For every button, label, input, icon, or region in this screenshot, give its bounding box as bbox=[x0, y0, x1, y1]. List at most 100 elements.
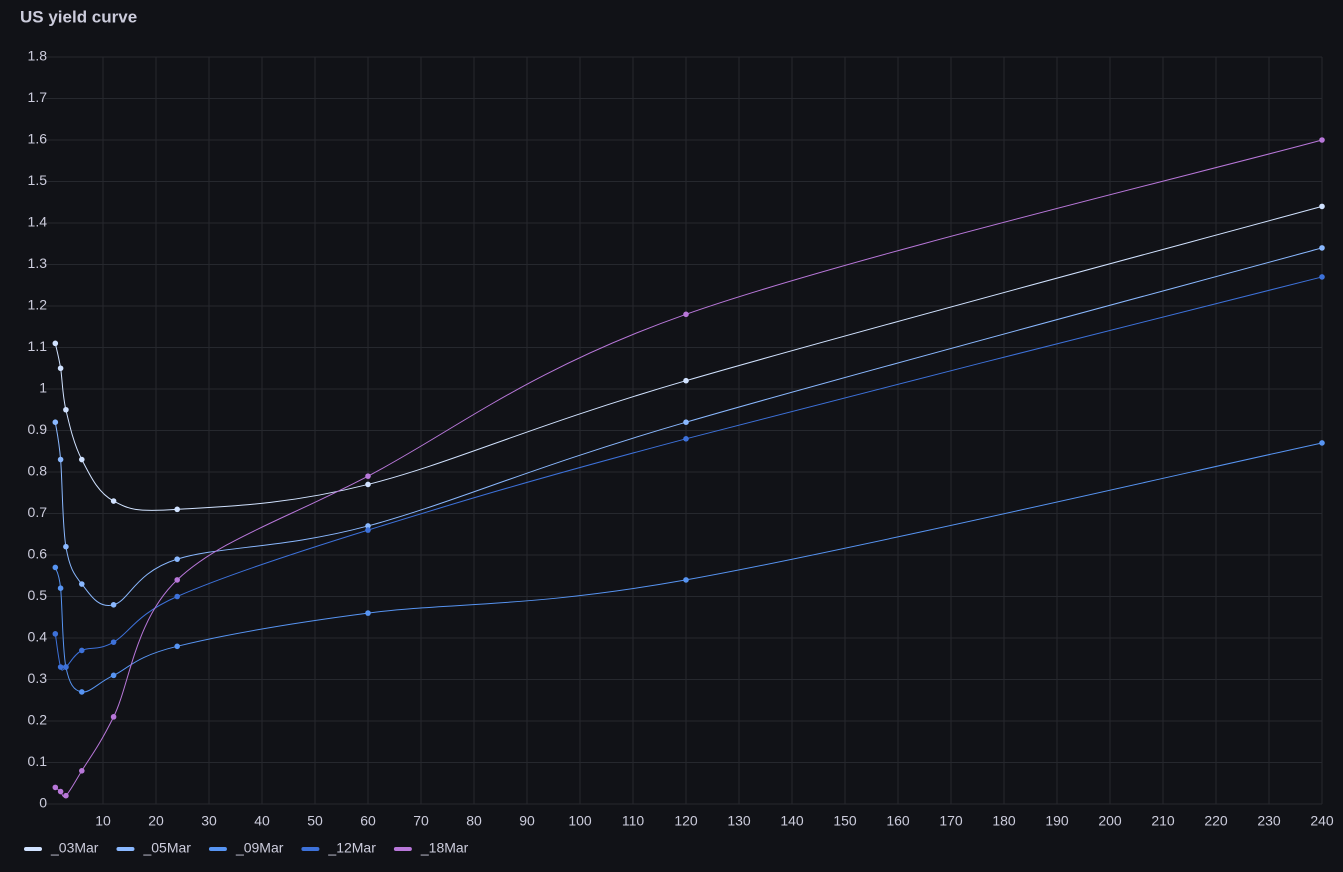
data-point bbox=[1319, 203, 1325, 210]
data-point bbox=[57, 456, 64, 463]
legend-item[interactable]: _03Mar bbox=[24, 840, 99, 856]
x-tick-label: 120 bbox=[674, 813, 698, 829]
y-tick-label: 0 bbox=[39, 795, 47, 811]
data-point bbox=[110, 602, 117, 608]
data-point bbox=[683, 311, 689, 318]
series-line bbox=[54, 247, 1323, 606]
legend-label: _05Mar bbox=[142, 840, 191, 856]
data-point bbox=[63, 792, 69, 799]
y-tick-label: 0.7 bbox=[28, 504, 48, 520]
data-point bbox=[79, 647, 85, 654]
x-tick-label: 30 bbox=[201, 813, 217, 829]
y-tick-label: 1.8 bbox=[28, 48, 48, 64]
x-tick-label: 190 bbox=[1045, 813, 1069, 829]
data-point bbox=[365, 527, 371, 533]
data-point bbox=[174, 643, 180, 650]
chart-title: US yield curve bbox=[20, 7, 137, 26]
y-tick-label: 0.3 bbox=[28, 670, 48, 686]
data-point bbox=[1319, 440, 1325, 446]
data-point bbox=[683, 436, 689, 442]
x-tick-label: 220 bbox=[1204, 813, 1228, 829]
series bbox=[52, 203, 1325, 513]
legend-item[interactable]: _09Mar bbox=[208, 840, 284, 856]
y-tick-label: 1.6 bbox=[28, 131, 48, 147]
data-point bbox=[174, 593, 180, 600]
series-line bbox=[54, 205, 1323, 511]
x-tick-label: 230 bbox=[1257, 813, 1281, 829]
legend-item[interactable]: _12Mar bbox=[301, 840, 376, 856]
y-tick-label: 0.1 bbox=[28, 753, 48, 769]
series bbox=[52, 274, 1325, 671]
data-point bbox=[79, 689, 85, 695]
y-tick-label: 1.5 bbox=[28, 172, 48, 188]
y-tick-label: 1.3 bbox=[28, 255, 48, 271]
data-point bbox=[52, 784, 59, 791]
data-point bbox=[365, 473, 371, 479]
data-point bbox=[174, 556, 180, 562]
y-tick-label: 1.4 bbox=[28, 214, 48, 230]
legend-item[interactable]: _05Mar bbox=[116, 840, 191, 856]
data-point bbox=[110, 714, 117, 720]
data-point bbox=[365, 610, 371, 616]
y-tick-label: 0.9 bbox=[28, 421, 48, 437]
x-tick-label: 40 bbox=[254, 813, 270, 829]
x-tick-label: 100 bbox=[568, 813, 592, 829]
data-point bbox=[63, 406, 69, 413]
x-tick-label: 60 bbox=[360, 813, 376, 829]
y-tick-label: 0.4 bbox=[28, 629, 48, 645]
x-tick-label: 160 bbox=[886, 813, 910, 829]
series-line bbox=[54, 442, 1323, 693]
data-point bbox=[63, 543, 69, 550]
legend-label: _03Mar bbox=[50, 840, 99, 856]
data-point bbox=[1319, 274, 1325, 280]
data-point bbox=[365, 523, 371, 529]
series bbox=[52, 245, 1325, 608]
series-line bbox=[54, 276, 1323, 671]
data-point bbox=[52, 631, 59, 637]
x-tick-label: 70 bbox=[413, 813, 429, 829]
data-point bbox=[52, 564, 59, 571]
data-point bbox=[79, 581, 85, 587]
y-tick-label: 1.1 bbox=[28, 338, 48, 354]
data-point bbox=[52, 419, 59, 426]
legend-item[interactable]: _18Mar bbox=[393, 840, 469, 856]
series-line bbox=[54, 139, 1323, 798]
y-tick-label: 0.5 bbox=[28, 587, 48, 603]
x-tick-label: 150 bbox=[833, 813, 857, 829]
x-tick-label: 140 bbox=[780, 813, 804, 829]
x-tick-label: 50 bbox=[307, 813, 323, 829]
data-point bbox=[57, 585, 64, 591]
data-point bbox=[683, 419, 689, 426]
y-tick-label: 0.6 bbox=[28, 546, 48, 562]
y-tick-label: 0.8 bbox=[28, 463, 48, 479]
y-tick-label: 1.2 bbox=[28, 297, 48, 313]
data-point bbox=[57, 365, 64, 372]
data-point bbox=[63, 664, 69, 670]
x-tick-label: 110 bbox=[622, 813, 645, 829]
data-point bbox=[79, 456, 85, 463]
x-tick-label: 180 bbox=[992, 813, 1016, 829]
legend-label: _12Mar bbox=[327, 840, 376, 856]
data-point bbox=[683, 577, 689, 583]
x-tick-label: 200 bbox=[1098, 813, 1122, 829]
x-tick-label: 130 bbox=[727, 813, 751, 829]
x-tick-label: 20 bbox=[148, 813, 164, 829]
x-tick-label: 170 bbox=[939, 813, 963, 829]
data-point bbox=[110, 672, 117, 679]
data-point bbox=[110, 639, 117, 645]
data-point bbox=[174, 506, 180, 513]
y-tick-label: 1 bbox=[39, 380, 47, 396]
x-tick-label: 80 bbox=[466, 813, 482, 829]
x-tick-label: 10 bbox=[95, 813, 111, 829]
x-tick-label: 210 bbox=[1151, 813, 1175, 829]
data-point bbox=[365, 481, 371, 488]
y-tick-label: 1.7 bbox=[28, 89, 48, 105]
data-point bbox=[174, 577, 180, 583]
x-tick-label: 240 bbox=[1310, 813, 1334, 829]
data-point bbox=[1319, 137, 1325, 143]
legend-label: _18Mar bbox=[420, 840, 469, 856]
series bbox=[52, 440, 1325, 695]
data-point bbox=[52, 340, 59, 347]
x-tick-label: 90 bbox=[519, 813, 535, 829]
